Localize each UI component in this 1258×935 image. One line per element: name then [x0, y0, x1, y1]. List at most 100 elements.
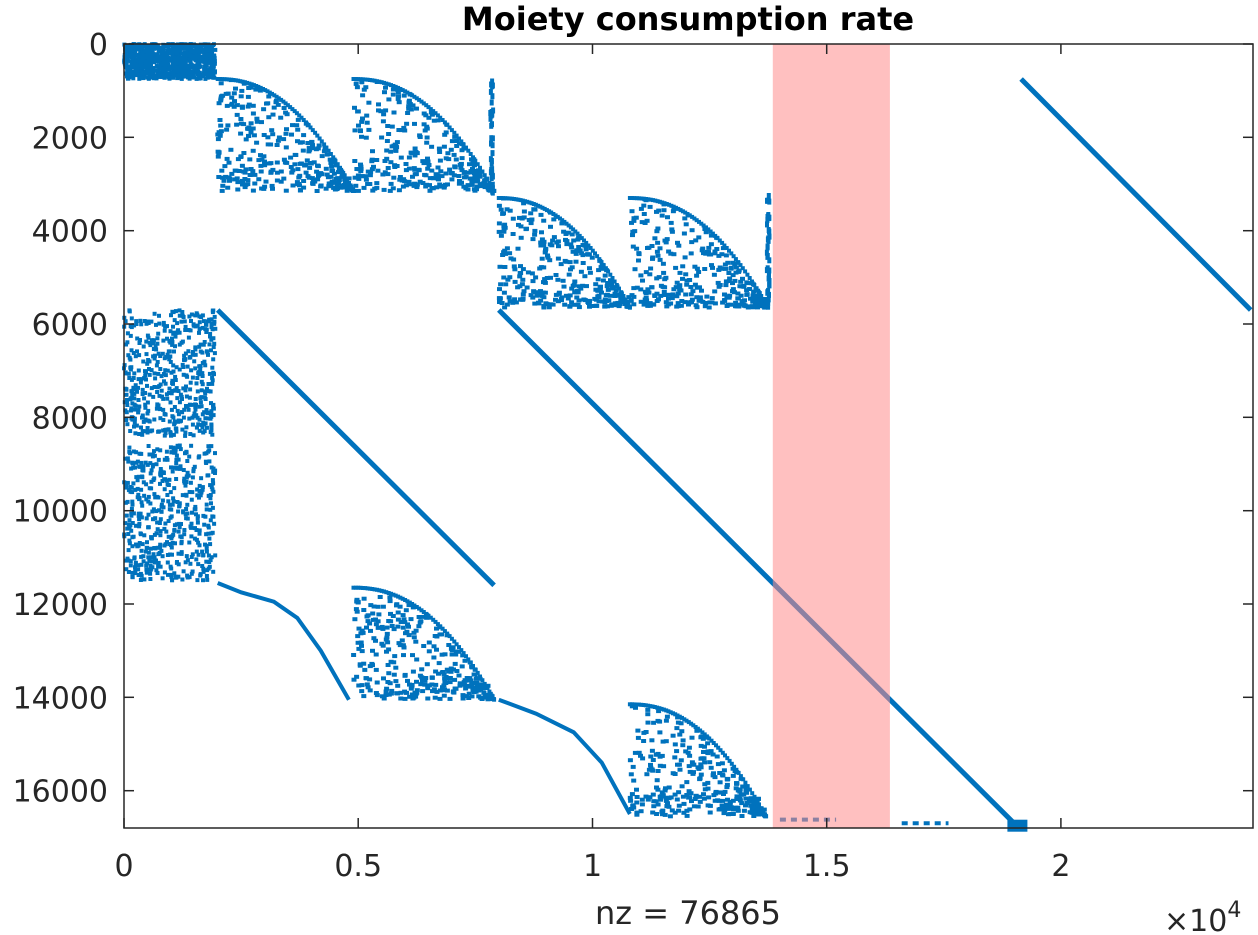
- data-point: [132, 556, 137, 561]
- data-point: [218, 77, 222, 81]
- data-point: [370, 617, 376, 622]
- data-point: [148, 563, 153, 568]
- data-point: [139, 43, 143, 48]
- data-point: [458, 165, 464, 170]
- data-point: [676, 762, 682, 767]
- data-point: [168, 340, 173, 345]
- data-point: [283, 188, 289, 193]
- data-point: [737, 284, 743, 289]
- data-point: [199, 395, 204, 400]
- data-point: [498, 233, 504, 238]
- data-point: [723, 283, 729, 288]
- data-point: [422, 160, 428, 165]
- data-point: [328, 160, 334, 165]
- data-point: [676, 808, 682, 813]
- data-point: [251, 133, 257, 138]
- data-point: [208, 411, 213, 416]
- data-point: [444, 122, 450, 127]
- data-point: [213, 326, 218, 331]
- data-point: [294, 111, 299, 116]
- data-point: [435, 118, 441, 123]
- data-point: [195, 415, 200, 420]
- data-point: [464, 654, 468, 659]
- data-point: [418, 682, 424, 687]
- data-point: [751, 814, 757, 818]
- data-point: [182, 532, 187, 537]
- data-point: [225, 91, 231, 96]
- data-point: [372, 587, 377, 592]
- data-point: [246, 102, 252, 107]
- data-point: [568, 225, 573, 230]
- data-point: [720, 246, 726, 251]
- data-point: [424, 103, 429, 108]
- data-point: [132, 420, 137, 425]
- data-point: [281, 137, 287, 142]
- data-point: [406, 155, 412, 160]
- data-point: [682, 300, 688, 305]
- data-point: [721, 768, 727, 773]
- data-point: [274, 170, 280, 175]
- data-point: [489, 160, 494, 167]
- data-point: [124, 485, 129, 490]
- data-point: [441, 683, 447, 688]
- data-point: [696, 298, 702, 303]
- data-point: [189, 42, 194, 47]
- data-point: [595, 288, 601, 293]
- data-point: [136, 492, 141, 497]
- data-point: [159, 73, 164, 78]
- data-point: [248, 130, 254, 135]
- data-point: [199, 488, 204, 493]
- data-point: [571, 227, 576, 232]
- data-point: [453, 686, 459, 691]
- data-point: [391, 110, 397, 115]
- data-point: [754, 301, 760, 306]
- data-point: [384, 148, 390, 153]
- data-point: [177, 525, 182, 530]
- data-point: [182, 45, 187, 50]
- data-point: [566, 223, 571, 228]
- data-point: [209, 401, 213, 406]
- data-point: [647, 795, 653, 800]
- data-point: [637, 196, 642, 201]
- data-point: [137, 66, 142, 71]
- data-point: [190, 422, 195, 427]
- data-point: [673, 265, 679, 270]
- data-point: [174, 465, 179, 470]
- data-point: [174, 477, 179, 481]
- data-point: [297, 113, 302, 118]
- data-point: [205, 577, 210, 582]
- data-point: [216, 101, 222, 106]
- data-point: [184, 425, 189, 430]
- data-point: [202, 429, 207, 434]
- data-point: [202, 59, 207, 64]
- data-point: [356, 683, 362, 688]
- data-point: [626, 295, 632, 300]
- data-point: [184, 554, 189, 559]
- data-point: [238, 117, 244, 121]
- data-point: [177, 54, 182, 59]
- data-point: [136, 573, 141, 577]
- data-point: [433, 111, 438, 116]
- data-point: [190, 52, 195, 57]
- data-point: [333, 180, 339, 185]
- data-point: [666, 296, 671, 301]
- data-point: [640, 278, 645, 283]
- data-point: [135, 478, 140, 483]
- data-point: [154, 68, 159, 73]
- data-point: [315, 133, 320, 138]
- data-point: [218, 123, 224, 128]
- data-point: [701, 750, 706, 754]
- data-point: [189, 571, 194, 576]
- data-point: [743, 788, 749, 793]
- data-point: [139, 573, 144, 578]
- data-point: [687, 753, 693, 758]
- data-point: [694, 218, 699, 223]
- data-point: [475, 162, 480, 167]
- data-point: [220, 175, 225, 180]
- data-point: [590, 304, 595, 308]
- data-point: [462, 170, 468, 175]
- data-point: [652, 705, 657, 709]
- data-point: [146, 494, 151, 499]
- data-point: [184, 450, 189, 455]
- data-point: [702, 760, 708, 765]
